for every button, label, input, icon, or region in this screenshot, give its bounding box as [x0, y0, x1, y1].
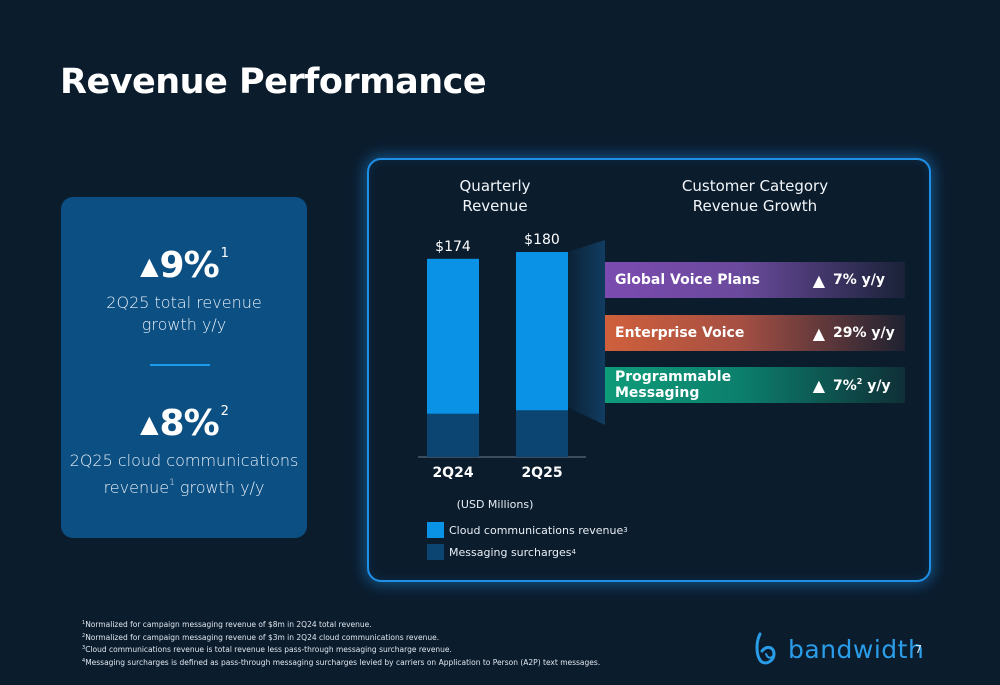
category-growth-title: Customer Category Revenue Growth: [681, 177, 829, 215]
chart-title: Quarterly Revenue: [459, 177, 531, 215]
up-triangle-icon: ▲: [812, 270, 825, 290]
legend-swatch-cloud: [427, 522, 444, 538]
units-note: (USD Millions): [456, 498, 534, 511]
bar-surcharges-2Q25: [516, 410, 568, 457]
brand-wordmark: bandwidth: [788, 634, 925, 664]
chart-legend: Cloud communications revenue 3 Messaging …: [427, 519, 628, 563]
footnote: 1Normalized for campaign messaging reven…: [82, 620, 372, 629]
kpi-description: 2Q25 total revenue growth y/y: [106, 293, 262, 334]
kpi-card: ▲9% 1 2Q25 total revenue growth y/y ▲8% 2 …: [61, 197, 307, 538]
kpi-cloud-revenue: ▲8% 2 2Q25 cloud communications revenue1 …: [61, 405, 307, 499]
page-number: 7: [915, 643, 922, 656]
kpi-total-revenue: ▲9% 1 2Q25 total revenue growth y/y: [61, 247, 307, 336]
legend-item-cloud: Cloud communications revenue 3: [427, 519, 628, 541]
kpi-stat: ▲8% 2: [140, 403, 229, 444]
footnote: 2Normalized for campaign messaging reven…: [82, 632, 440, 642]
footnote: 3Cloud communications revenue is total r…: [82, 645, 452, 654]
up-triangle-icon: ▲: [140, 252, 158, 280]
bar-total-label: $180: [524, 232, 560, 248]
category-programmable-messaging: Programmable Messaging ▲ 7%2 y/y: [605, 367, 905, 403]
bar-cloud-2Q25: [516, 252, 568, 411]
category-enterprise-voice: Enterprise Voice ▲ 29% y/y: [605, 315, 905, 351]
footnote: 4Messaging surcharges is defined as pass…: [82, 657, 601, 667]
up-triangle-icon: ▲: [812, 375, 825, 395]
x-tick-label: 2Q24: [432, 465, 473, 481]
bandwidth-logo: bandwidth: [752, 632, 924, 666]
legend-swatch-surcharges: [427, 544, 444, 560]
x-tick-label: 2Q25: [521, 465, 562, 481]
bandwidth-logo-icon: [755, 632, 776, 665]
category-global-voice-plans: Global Voice Plans ▲ 7% y/y: [605, 262, 905, 298]
bar-total-label: $174: [435, 239, 471, 255]
highlight-beam: [567, 240, 605, 425]
legend-item-surcharges: Messaging surcharges 4: [427, 541, 628, 563]
up-triangle-icon: ▲: [812, 323, 825, 343]
page-title: Revenue Performance: [60, 62, 487, 102]
kpi-description: 2Q25 cloud communications revenue1 growt…: [69, 451, 299, 497]
up-triangle-icon: ▲: [140, 410, 158, 438]
footnotes: 1Normalized for campaign messaging reven…: [82, 618, 600, 668]
bar-cloud-2Q24: [427, 258, 479, 414]
bar-surcharges-2Q24: [427, 413, 479, 457]
kpi-divider: [150, 364, 210, 366]
kpi-stat: ▲9% 1: [140, 245, 229, 286]
